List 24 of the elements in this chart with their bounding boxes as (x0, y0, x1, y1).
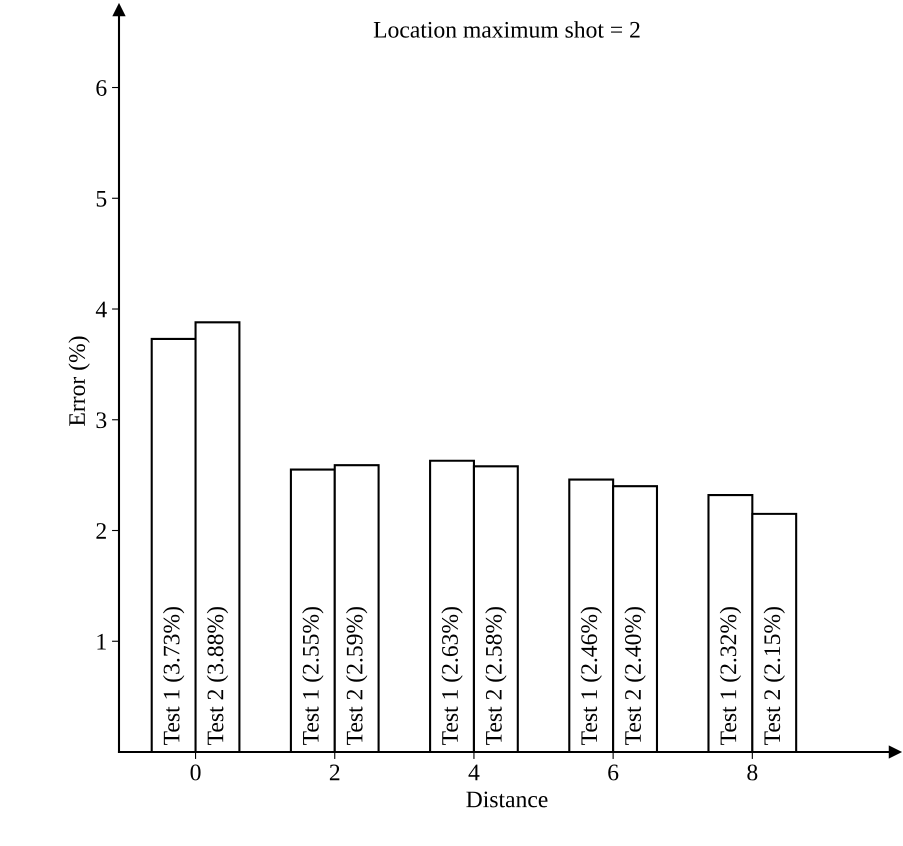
data-label: Test 1 (3.73%) (162, 607, 184, 745)
y-tick-label: 2 (96, 523, 106, 539)
data-label: Test 2 (2.40%) (624, 607, 646, 745)
x-axis-title: Distance (466, 792, 548, 808)
y-tick-label: 5 (96, 191, 106, 207)
data-label: Test 1 (2.55%) (302, 607, 324, 745)
x-tick-label: 6 (608, 764, 618, 780)
data-label: Test 1 (2.32%) (720, 607, 742, 745)
x-tick-label: 4 (468, 764, 480, 780)
y-tick-label: 1 (97, 634, 106, 650)
x-tick-label: 8 (747, 764, 758, 780)
data-label: Test 2 (3.88%) (206, 607, 228, 745)
y-tick-label: 3 (96, 412, 106, 428)
data-label: Test 2 (2.59%) (346, 607, 368, 745)
chart-title: Location maximum shot = 2 (374, 21, 640, 38)
data-label: Test 1 (2.63%) (441, 607, 463, 745)
data-label: Test 2 (2.58%) (485, 607, 507, 745)
data-label: Test 1 (2.46%) (580, 607, 602, 745)
x-tick-label: 2 (330, 764, 340, 780)
y-tick-label: 6 (96, 80, 106, 96)
data-label: Test 2 (2.15%) (764, 607, 785, 745)
x-tick-label: 0 (190, 764, 201, 780)
y-axis-title: Error (%) (68, 336, 90, 426)
y-tick-label: 4 (96, 302, 107, 318)
